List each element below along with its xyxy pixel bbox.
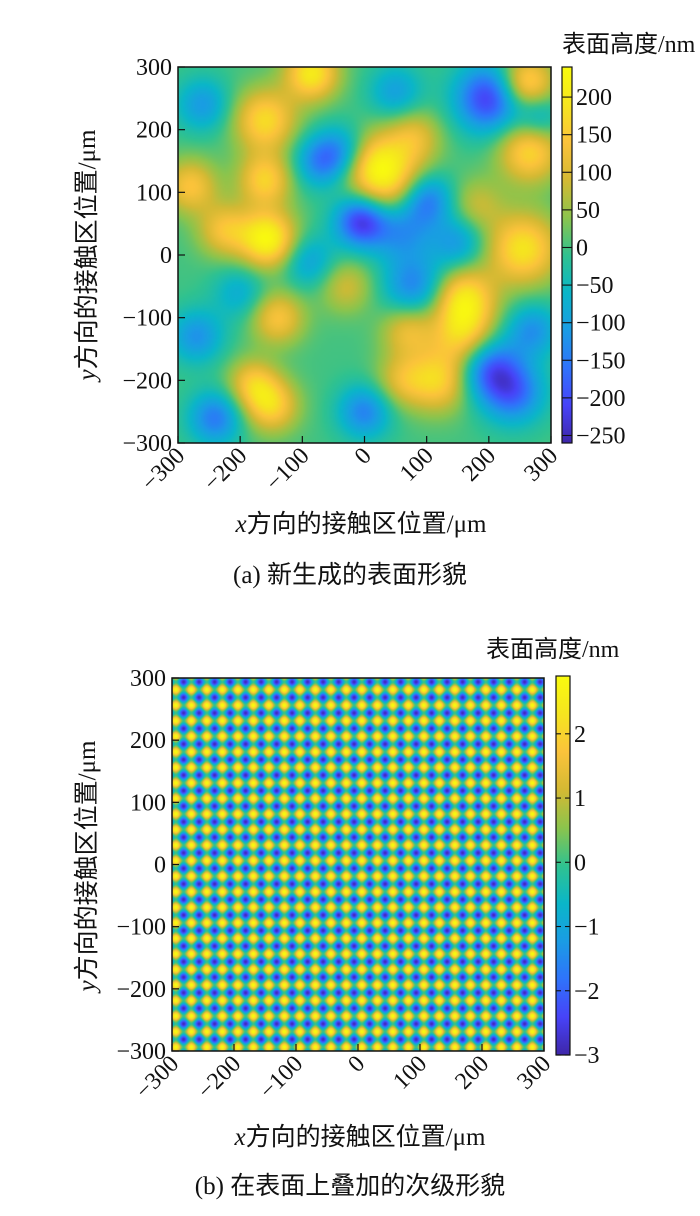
x-tick-label: 200 xyxy=(450,1051,494,1095)
x-tick-label: 300 xyxy=(519,443,563,487)
colorbar-tick-label: −250 xyxy=(576,423,626,449)
colorbar-ticks-a: −250 −200 −150 −100 −50 0 50 100 150 200 xyxy=(562,85,626,449)
colorbar-title-a: 表面高度/nm xyxy=(562,31,696,58)
colorbar-ticks-b: −3 −2 −1 0 1 2 xyxy=(556,722,600,1069)
y-tick-label: −300 xyxy=(116,1039,166,1065)
y-ticks-b: −300 −200 −100 0 100 200 300 xyxy=(116,666,179,1065)
x-tick-label: 200 xyxy=(457,443,501,487)
y-ticks-a: −300 −200 −100 0 100 200 300 xyxy=(122,55,185,457)
x-tick-label: 0 xyxy=(343,1051,370,1078)
y-axis-label-b: y方向的接触区位置/μm xyxy=(73,740,101,994)
x-ticks-a: −300 −200 −100 0 100 200 300 xyxy=(137,436,563,496)
y-tick-label: −300 xyxy=(122,431,172,457)
colorbar-tick-label: −200 xyxy=(576,386,626,412)
colorbar-tick-label: 0 xyxy=(576,235,588,261)
colorbar-tick-label: −1 xyxy=(574,915,600,941)
colorbar-tick-label: 0 xyxy=(574,850,586,876)
colorbar-tick-label: 150 xyxy=(576,123,612,149)
heatmap-image-b xyxy=(172,678,544,1051)
colorbar-tick-label: −3 xyxy=(574,1043,600,1069)
x-ticks-b: −300 −200 −100 0 100 200 300 xyxy=(131,1044,556,1104)
x-tick-label: −100 xyxy=(255,1051,308,1104)
y-tick-label: 300 xyxy=(136,55,172,81)
x-tick-label: −100 xyxy=(261,443,314,496)
y-axis-label-a: y方向的接触区位置/μm xyxy=(73,129,101,383)
colorbar-tick-label: 1 xyxy=(574,786,586,812)
panel-b-secondary-surface: 表面高度/nm −300 −200 −100 0 100 200 300 −300−200−… xyxy=(73,636,620,1200)
y-tick-label: 0 xyxy=(154,853,166,879)
x-tick-label: −200 xyxy=(193,1051,246,1104)
y-tick-label: 200 xyxy=(130,728,166,754)
colorbar-tick-label: 2 xyxy=(574,722,586,748)
x-tick-label: 100 xyxy=(388,1051,432,1095)
x-tick-label: 0 xyxy=(350,443,377,470)
y-tick-label: 100 xyxy=(130,790,166,816)
panel-a-random-surface: 表面高度/nm −300 −200 −100 0 100 200 300 −300−200−… xyxy=(73,31,696,589)
y-tick-label: 100 xyxy=(136,180,172,206)
y-tick-label: −200 xyxy=(122,368,172,394)
colorbar-tick-label: −2 xyxy=(574,979,600,1005)
colorbar-a xyxy=(561,66,573,444)
x-tick-label: 100 xyxy=(395,443,439,487)
x-axis-label-b: x方向的接触区位置/μm xyxy=(234,1123,486,1151)
colorbar-tick-label: 50 xyxy=(576,198,600,224)
y-tick-label: −200 xyxy=(116,977,166,1003)
caption-a: (a) 新生成的表面形貌 xyxy=(233,561,467,589)
x-axis-label-a: x方向的接触区位置/μm xyxy=(235,510,487,538)
y-tick-label: −100 xyxy=(116,915,166,941)
colorbar-tick-label: −50 xyxy=(576,273,614,299)
y-tick-label: 0 xyxy=(160,243,172,269)
y-tick-label: 300 xyxy=(130,666,166,692)
y-tick-label: 200 xyxy=(136,118,172,144)
x-tick-label: −200 xyxy=(199,443,252,496)
colorbar-tick-label: 100 xyxy=(576,160,612,186)
colorbar-tick-label: −150 xyxy=(576,348,626,374)
colorbar-tick-label: 200 xyxy=(576,85,612,111)
colorbar-title-b: 表面高度/nm xyxy=(486,636,620,663)
colorbar-b xyxy=(555,675,571,1056)
heatmap-image-a xyxy=(178,67,551,443)
x-tick-label: 300 xyxy=(512,1051,556,1095)
colorbar-tick-label: −100 xyxy=(576,311,626,337)
caption-b: (b) 在表面上叠加的次级形貌 xyxy=(195,1172,505,1200)
y-tick-label: −100 xyxy=(122,306,172,332)
